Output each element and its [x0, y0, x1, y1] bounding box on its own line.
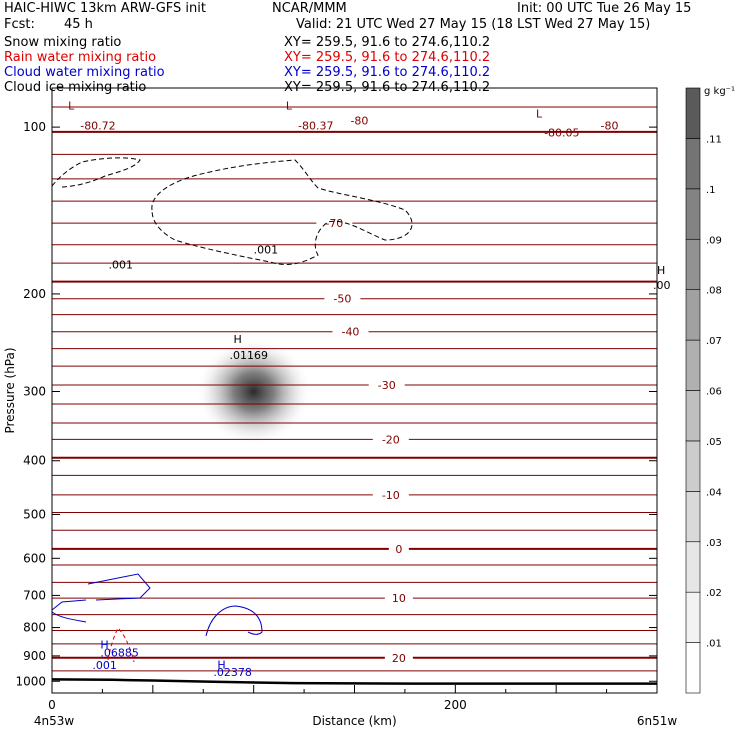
cloud-water-contour-lower-left: [51, 599, 87, 623]
annotation-label: H: [100, 639, 108, 652]
colorbar-unit: g kg⁻¹: [704, 86, 735, 97]
y-axis-title: Pressure (hPa): [3, 347, 17, 433]
isotherm-label: -40: [341, 326, 359, 339]
y-tick-label: 1000: [15, 674, 46, 688]
colorbar-tick-label: .05: [706, 437, 722, 448]
annotation-label: -80.37: [298, 120, 333, 133]
annotation-label: H: [234, 333, 242, 346]
field-xy-cloud-water: XY= 259.5, 91.6 to 274.6,110.2: [284, 65, 491, 80]
colorbar-swatch: [685, 491, 701, 543]
annotation-label: L: [536, 107, 543, 120]
colorbar-tick-label: .04: [706, 487, 722, 498]
annotation-label: H: [657, 264, 665, 277]
field-xy-snow: XY= 259.5, 91.6 to 274.6,110.2: [284, 35, 491, 50]
colorbar-swatch: [685, 289, 701, 341]
annotation-label: .001: [92, 659, 117, 672]
colorbar-tick-label: .07: [706, 336, 722, 347]
colorbar-tick-label: .11: [706, 134, 722, 145]
isotherm-label: -50: [333, 293, 351, 306]
y-tick-label: 500: [23, 507, 46, 521]
terrain-surface: [51, 678, 657, 685]
colorbar-tick-label: .01: [706, 639, 722, 650]
fcst-label: Fcst:: [4, 17, 35, 32]
colorbar-swatch: [685, 390, 701, 442]
annotation-label: .01169: [229, 349, 268, 362]
colorbar-tick-label: .08: [706, 286, 722, 297]
y-tick-label: 700: [23, 588, 46, 602]
field-name-cloud-water: Cloud water mixing ratio: [4, 65, 165, 80]
cloud-ice-contour-001-left: [51, 157, 141, 188]
annotation-label: H: [217, 658, 225, 671]
colorbar-tick-label: .1: [706, 185, 716, 196]
cloud-ice-maximum-blob: [195, 337, 312, 446]
isotherm-label: -20: [382, 433, 400, 446]
annotation-label: .02378: [213, 666, 252, 679]
left-endpoint-label: 4n53w: [34, 714, 75, 728]
annotation-label: .001: [108, 259, 133, 272]
y-tick-label: 300: [23, 385, 46, 399]
y-tick-label: 100: [23, 120, 46, 134]
colorbar-swatch: [685, 541, 701, 593]
colorbar-tick-label: .02: [706, 588, 722, 599]
fcst-hours: 45 h: [64, 17, 93, 32]
y-tick-label: 900: [23, 649, 46, 663]
field-xy-rain: XY= 259.5, 91.6 to 274.6,110.2: [284, 50, 491, 65]
colorbar-swatch: [685, 87, 701, 139]
annotation-label: -80: [350, 115, 368, 128]
annotation-label: -80.05: [544, 127, 579, 140]
colorbar-tick-label: .03: [706, 538, 722, 549]
isotherm-label: 10: [392, 592, 406, 605]
isotherm-label: 0: [395, 543, 402, 556]
annotation-label: -80.72: [80, 120, 115, 133]
y-tick-label: 600: [23, 551, 46, 565]
rain-water-contour: [107, 627, 135, 663]
model-title: HAIC-HIWC 13km ARW-GFS init: [4, 1, 206, 16]
isotherm-label: 20: [392, 652, 406, 665]
y-tick-label: 200: [23, 287, 46, 301]
temperature-contours: -70 -50 -40 -30 -20 -10 0 10 20: [52, 106, 657, 672]
annotation-label: .001: [254, 243, 279, 256]
annotation-label: L: [68, 100, 75, 113]
annotation-label: -80: [601, 120, 619, 133]
institution-label: NCAR/MMM: [272, 1, 347, 16]
colorbar-swatch: [685, 642, 701, 694]
isotherm-label: -10: [382, 489, 400, 502]
field-name-snow: Snow mixing ratio: [4, 35, 122, 50]
x-tick-label: 200: [444, 698, 467, 712]
field-annotations: L-80.72L-80.37 -80L-80.05-80H.00.001.001H…: [68, 100, 670, 679]
colorbar: .01 .02 .03 .04 .05 .06 .07 .08 .09 .1 .11 g kg⁻¹: [685, 86, 735, 694]
cloud-contours: [51, 157, 413, 663]
x-axis-title: Distance (km): [312, 714, 396, 728]
colorbar-tick-label: .09: [706, 235, 722, 246]
y-tick-label: 400: [23, 454, 46, 468]
colorbar-tick-label: .06: [706, 387, 722, 398]
valid-time: Valid: 21 UTC Wed 27 May 15 (18 LST Wed …: [296, 17, 651, 32]
cloud-ice-shading: [195, 337, 312, 446]
colorbar-swatch: [685, 440, 701, 492]
cloud-water-contour-upper: [87, 573, 151, 601]
colorbar-swatch: [685, 591, 701, 643]
field-name-rain: Rain water mixing ratio: [4, 50, 157, 65]
annotation-label: L: [286, 100, 293, 113]
cloud-ice-contour-001: [151, 159, 413, 265]
terrain-line: [51, 678, 657, 685]
annotation-label: .00: [653, 279, 671, 292]
colorbar-swatch: [685, 188, 701, 240]
colorbar-swatch: [685, 238, 701, 290]
colorbar-swatch: [685, 138, 701, 190]
init-time: Init: 00 UTC Tue 26 May 15: [517, 1, 692, 16]
cloud-water-contour-right: [205, 605, 263, 637]
isotherm-label: -70: [325, 217, 343, 230]
right-endpoint-label: 6n51w: [637, 714, 678, 728]
x-tick-label: 0: [48, 698, 56, 712]
isotherm-label: -30: [378, 379, 396, 392]
y-tick-label: 800: [23, 621, 46, 635]
colorbar-swatch: [685, 339, 701, 391]
annotation-label: .06885: [100, 646, 138, 659]
